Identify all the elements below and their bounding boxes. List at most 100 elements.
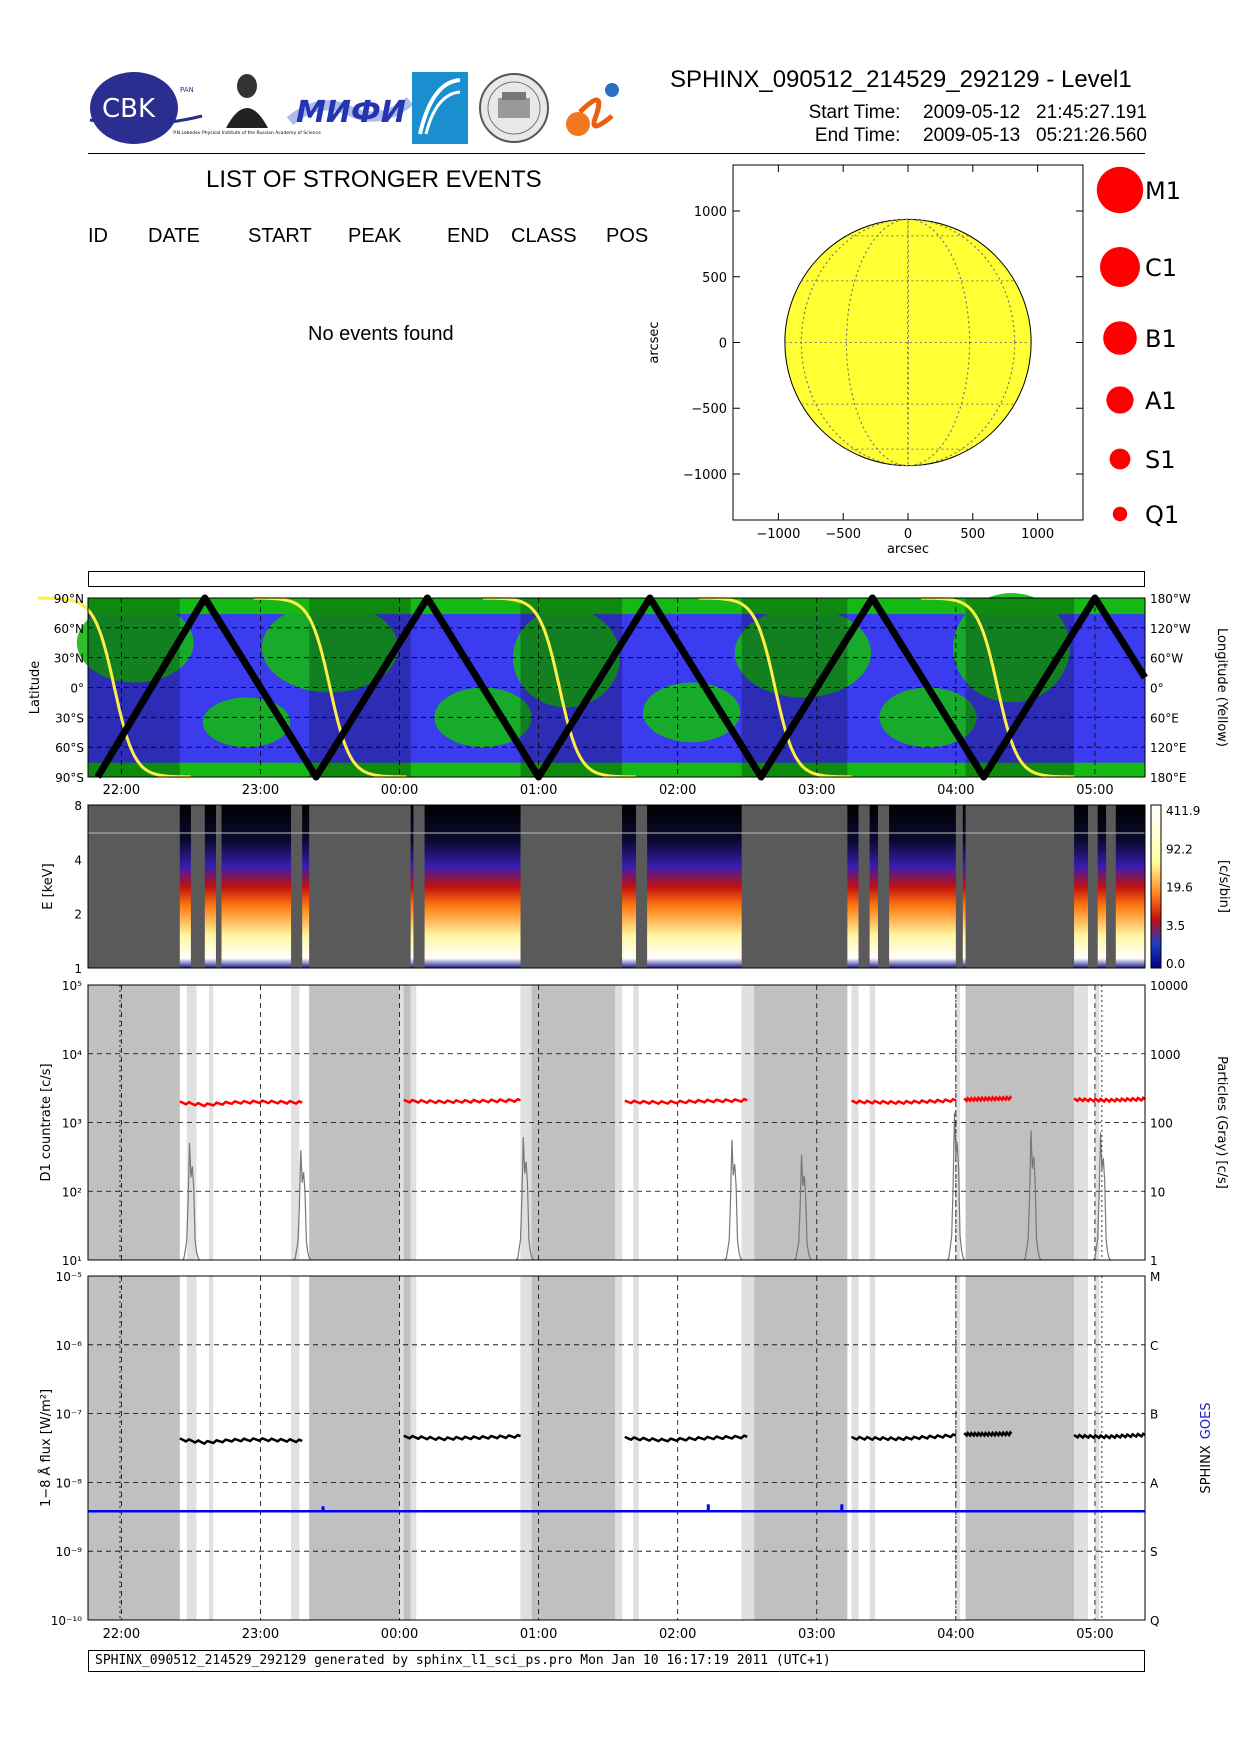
- countrate-y-axis-label: D1 countrate [c/s]: [39, 1063, 54, 1181]
- legend-marker-m1: [1096, 166, 1144, 214]
- countrate-tick-label: 10¹: [62, 1254, 82, 1268]
- flux-gap-light: [851, 1276, 859, 1620]
- goes-class-tick-label: B: [1150, 1408, 1158, 1422]
- flux-gap-light: [633, 1276, 639, 1620]
- sphinx-flux-series: [1073, 1432, 1146, 1440]
- events-col-end: END: [447, 225, 490, 247]
- spectrogram-frame: [87, 804, 1146, 969]
- disk-grid-longitude: [800, 218, 1016, 467]
- flux-gap-light: [410, 1276, 417, 1620]
- spectrogram-data-block: [622, 805, 636, 968]
- spectrogram-data-block: [962, 805, 966, 968]
- legend-label-s1: S1: [1145, 446, 1176, 474]
- disk-grid-longitude: [907, 218, 909, 467]
- longitude-track: [698, 596, 852, 779]
- flux-y2-label-sphinx: SPHINX: [1199, 1445, 1214, 1493]
- flux-x-tick-label: 02:00: [659, 1627, 696, 1642]
- particles-peak: [182, 1142, 200, 1261]
- countrate-gap-light: [520, 985, 532, 1260]
- lebedev-caption: P.N.Lebedev Physical Institute of the Ru…: [173, 130, 321, 136]
- flux-gap-light: [741, 1276, 755, 1620]
- colorbar-tick-label: 19.6: [1166, 881, 1193, 895]
- spectrogram-data-block: [1097, 805, 1107, 968]
- solar-disk-chart: −1000 −500 0 500 1000 −1000 −500 0 500 1000 arcsec…: [647, 164, 1181, 557]
- particles-tick-label: 1: [1150, 1254, 1158, 1268]
- spectrogram-data-block: [889, 805, 956, 968]
- spectrogram-data-block: [869, 805, 878, 968]
- spectrogram-data-block: [1074, 805, 1088, 968]
- sphinx-flux-series: [179, 1436, 303, 1446]
- disk-y-tick-label: −500: [691, 402, 727, 417]
- countrate-gap-light: [615, 985, 623, 1260]
- colorbar: [1150, 804, 1162, 969]
- particles-y-axis-label: Particles (Gray) [c/s]: [1214, 1056, 1229, 1189]
- lebedev-logo: P.N.Lebedev Physical Institute of the Ru…: [173, 74, 321, 136]
- events-col-peak: PEAK: [348, 225, 402, 247]
- flux-y2-axis-label: SPHINX GOES: [1199, 1402, 1214, 1493]
- map-land: [953, 593, 1070, 703]
- countrate-gap-light: [399, 985, 404, 1260]
- countrate-tick-label: 10⁵: [62, 979, 82, 993]
- flux-gap-light: [520, 1276, 532, 1620]
- sphinx-flux-series: [624, 1434, 748, 1443]
- end-time-value: 2009-05-13 05:21:26.560: [923, 125, 1147, 146]
- spectrogram-data-block: [1115, 805, 1145, 968]
- colorbar-tick-label: 0.0: [1166, 957, 1185, 971]
- latitude-tick-label: 90°N: [54, 592, 84, 606]
- flux-gap-light: [399, 1276, 404, 1620]
- particles-peak: [946, 1112, 965, 1261]
- header-divider: [88, 153, 1145, 154]
- flux-x-tick-label: 00:00: [381, 1627, 418, 1642]
- map-x-tick-label: 04:00: [937, 783, 974, 798]
- goes-class-tick-label: C: [1150, 1339, 1158, 1353]
- legend-label-q1: Q1: [1145, 501, 1179, 529]
- events-col-id: ID: [88, 225, 108, 247]
- disk-x-tick-label: 0: [904, 527, 912, 542]
- sphinx-flux-series: [850, 1433, 957, 1442]
- countrate-tick-label: 10²: [62, 1185, 82, 1199]
- particles-peak: [724, 1139, 743, 1261]
- disk-y-tick-label: 500: [702, 271, 727, 286]
- sphinx-flux-series: [403, 1433, 521, 1442]
- flux-x-tick-label: 05:00: [1076, 1627, 1113, 1642]
- flux-y-axis-label: 1−8 Å flux [W/m²]: [38, 1389, 54, 1507]
- cbk-logo-text: CBK: [102, 94, 156, 124]
- footer-text: SPHINX_090512_214529_292129 generated by…: [95, 1653, 831, 1668]
- colorbar-tick-label: 92.2: [1166, 842, 1193, 856]
- countrate-gap-light: [955, 985, 961, 1260]
- flux-tick-label: 10⁻⁸: [56, 1476, 83, 1490]
- goes-class-tick-label: Q: [1150, 1614, 1159, 1628]
- start-time-value: 2009-05-12 21:45:27.191: [923, 102, 1147, 123]
- spectrogram-data-block: [410, 805, 414, 968]
- goes-class-tick-label: S: [1150, 1545, 1158, 1559]
- flux-gap-light: [955, 1276, 961, 1620]
- spectrogram-data-block: [302, 805, 310, 968]
- flux-gap: [88, 1276, 180, 1620]
- events-title: LIST OF STRONGER EVENTS: [206, 166, 542, 193]
- spectrogram-data-block: [847, 805, 859, 968]
- spectrogram-data-block: [424, 805, 521, 968]
- start-time-label: Start Time:: [808, 102, 901, 123]
- longitude-tick-label: 120°E: [1150, 741, 1187, 755]
- map-eclipse-shade: [520, 598, 623, 777]
- latitude-tick-label: 30°S: [55, 711, 84, 725]
- longitude-tick-label: 60°W: [1150, 652, 1183, 666]
- legend-label-m1: M1: [1145, 177, 1181, 205]
- flux-tick-label: 10⁻⁵: [56, 1270, 83, 1284]
- spectrogram-data-block: [647, 805, 742, 968]
- flux-gap: [741, 1276, 848, 1620]
- flux-gap: [520, 1276, 623, 1620]
- map-land: [642, 682, 741, 743]
- energy-tick-label: 1: [74, 962, 82, 976]
- disk-x-tick-label: −1000: [756, 527, 800, 542]
- map-x-tick-label: 22:00: [103, 783, 140, 798]
- flux-gap: [309, 1276, 411, 1620]
- longitude-track: [921, 596, 1075, 779]
- mifi-logo-text: МИФИ: [296, 95, 406, 130]
- goes-class-tick-label: M: [1150, 1270, 1160, 1284]
- colorbar-label: [c/s/bin]: [1216, 860, 1231, 913]
- flux-x-tick-label: 22:00: [103, 1627, 140, 1642]
- disk-y-axis-label: arcsec: [647, 321, 662, 363]
- map-y-axis-label: Latitude: [28, 661, 43, 715]
- flux-x-tick-label: 01:00: [520, 1627, 557, 1642]
